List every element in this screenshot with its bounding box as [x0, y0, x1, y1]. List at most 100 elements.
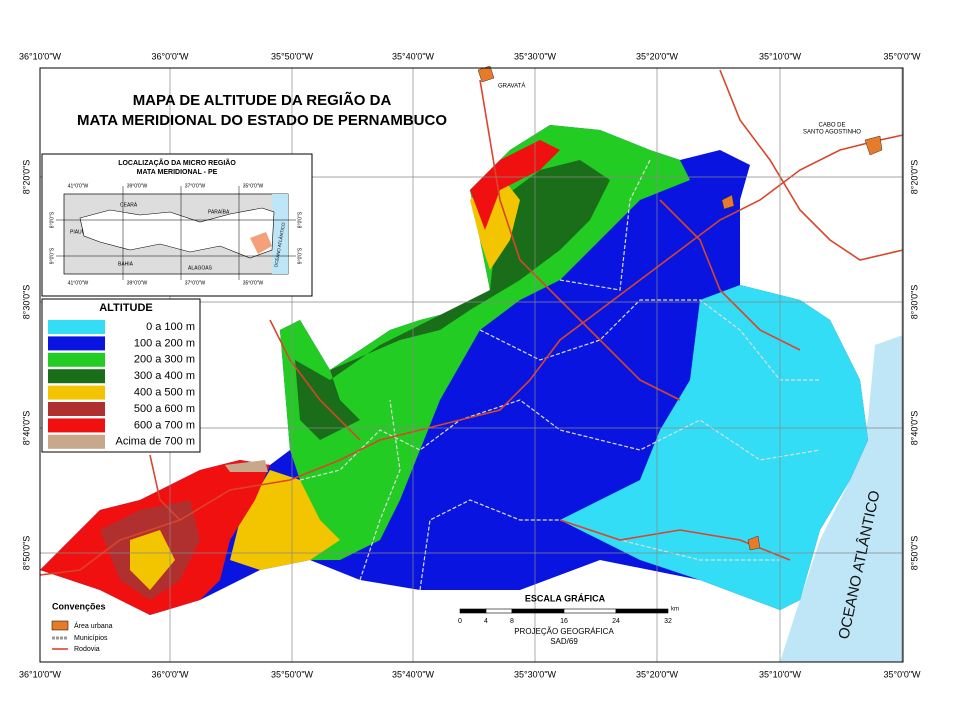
- legend-label: 400 a 500 m: [134, 387, 195, 399]
- inset-coord: 9°0'0"S: [297, 247, 303, 264]
- scale-tick-label: 8: [510, 618, 514, 625]
- ocean: [780, 335, 903, 662]
- scale-segment: [563, 608, 617, 614]
- legend-title: ALTITUDE: [99, 302, 153, 314]
- x-coord-label: 36°10'0"W: [19, 51, 62, 61]
- x-coord-label: 35°20'0"W: [636, 669, 679, 679]
- scale-tick-label: 0: [458, 618, 462, 625]
- scale-segment: [459, 608, 487, 614]
- inset-coord: 8°0'0"S: [297, 211, 303, 228]
- inset-state: PIAUÍ: [70, 228, 84, 235]
- legend-swatch: [48, 320, 105, 334]
- convention-label: Rodovia: [74, 646, 100, 653]
- map-title: MATA MERIDIONAL DO ESTADO DE PERNAMBUCO: [77, 112, 447, 129]
- inset-state: PARAÍBA: [208, 208, 230, 215]
- inset-coord: 39°0'0"W: [127, 183, 148, 189]
- map-title: MAPA DE ALTITUDE DA REGIÃO DA: [133, 91, 392, 109]
- legend-swatch: [48, 434, 105, 449]
- scale-tick-label: 32: [664, 618, 672, 625]
- inset-title: LOCALIZAÇÃO DA MICRO REGIÃO: [118, 158, 236, 167]
- inset-lines: [56, 186, 296, 280]
- altitude-zone: [295, 160, 610, 440]
- inset-ocean: [272, 194, 288, 274]
- inset: LOCALIZAÇÃO DA MICRO REGIÃO MATA MERIDIO…: [41, 153, 313, 297]
- y-coord-label: 8°20'0"S: [21, 160, 31, 195]
- legend: ALTITUDE 0 a 100 m 100 a 200 m 200 a 300 m…: [41, 298, 201, 453]
- legend-swatch: [48, 352, 105, 367]
- inset-coord: 35°0'0"W: [243, 183, 264, 189]
- y-coord-label: 8°30'0"S: [909, 285, 919, 320]
- legend-label: 300 a 400 m: [134, 370, 195, 382]
- altitude-zone: [130, 530, 175, 590]
- urban-areas: [477, 65, 883, 551]
- conventions: Convenções Área urbana Municípios Rodovi…: [51, 601, 113, 653]
- legend-label: Acima de 700 m: [116, 436, 195, 448]
- scale-unit: km: [671, 607, 679, 613]
- inset-coord: 9°0'0"S: [49, 247, 55, 264]
- inset-pernambuco: [79, 207, 275, 259]
- inset-coord: 37°0'0"W: [185, 280, 206, 286]
- urban-symbol: [51, 620, 69, 631]
- legend-label: 100 a 200 m: [134, 337, 195, 349]
- x-coord-label: 35°10'0"W: [759, 51, 802, 61]
- y-coord-label: 8°50'0"S: [21, 536, 31, 571]
- x-coord-label: 35°0'0"W: [883, 51, 921, 61]
- altitude-zone: [230, 470, 340, 570]
- y-coord-label: 8°20'0"S: [909, 160, 919, 195]
- inset-state: CEARÁ: [120, 201, 138, 208]
- y-coord-label: 8°40'0"S: [909, 411, 919, 446]
- scale-segment: [511, 608, 565, 614]
- x-coord-label: 36°0'0"W: [151, 51, 189, 61]
- legend-swatch: [48, 418, 105, 433]
- x-coord-label: 35°50'0"W: [271, 51, 314, 61]
- scale-bar: ESCALA GRÁFICA PROJEÇÃO GEOGRÁFICA SAD/6…: [458, 593, 679, 646]
- place-label: SANTO AGOSTINHO: [803, 130, 861, 136]
- scale-tick-label: 16: [560, 618, 568, 625]
- inset-region: [250, 232, 272, 254]
- altitude-zone: [470, 140, 560, 230]
- convention-label: Área urbana: [74, 621, 113, 630]
- inset-coord: 37°0'0"W: [185, 183, 206, 189]
- y-coord-label: 8°40'0"S: [21, 411, 31, 446]
- inset-coord: 41°0'0"W: [68, 183, 89, 189]
- conventions-title: Convenções: [52, 601, 106, 611]
- legend-label: 200 a 300 m: [134, 354, 195, 366]
- legend-swatch: [48, 385, 105, 400]
- projection: PROJEÇÃO GEOGRÁFICA: [514, 627, 614, 636]
- scale-segment: [615, 608, 669, 614]
- y-coord-label: 8°30'0"S: [21, 285, 31, 320]
- scale-tick-label: 4: [484, 618, 488, 625]
- map-frame: [39, 67, 904, 663]
- inset-coord: 41°0'0"W: [68, 280, 89, 286]
- legend-swatch: [48, 336, 105, 351]
- scale-title: ESCALA GRÁFICA: [525, 593, 606, 603]
- y-coord-label: 8°50'0"S: [909, 536, 919, 571]
- scale-tick-label: 24: [612, 618, 620, 625]
- x-coord-label: 35°20'0"W: [636, 51, 679, 61]
- municipality-lines: [299, 159, 821, 591]
- x-coord-label: 35°40'0"W: [392, 51, 435, 61]
- x-coord-label: 35°10'0"W: [759, 669, 802, 679]
- legend-swatch: [48, 402, 105, 416]
- inset-coord: 39°0'0"W: [127, 280, 148, 286]
- inset-coord: 35°0'0"W: [243, 280, 264, 286]
- x-coord-label: 35°30'0"W: [514, 51, 557, 61]
- x-coord-label: 35°30'0"W: [514, 669, 557, 679]
- x-coord-label: 35°40'0"W: [392, 669, 435, 679]
- altitude-zone: [225, 460, 268, 472]
- x-coord-label: 35°50'0"W: [271, 669, 314, 679]
- place-label: GRAVATÁ: [498, 83, 525, 90]
- inset-state: ALAGOAS: [188, 265, 213, 271]
- altitude-zone: [560, 285, 868, 610]
- legend-label: 500 a 600 m: [134, 403, 195, 415]
- legend-label: 600 a 700 m: [134, 419, 195, 431]
- x-coord-label: 36°0'0"W: [151, 669, 189, 679]
- altitude-zone: [280, 125, 690, 560]
- projection: SAD/69: [550, 637, 578, 646]
- x-coord-label: 36°10'0"W: [19, 669, 62, 679]
- convention-label: Municípios: [74, 635, 108, 642]
- legend-swatch: [48, 369, 105, 384]
- legend-label: 0 a 100 m: [146, 321, 195, 333]
- place-label: CABO DE: [818, 123, 845, 129]
